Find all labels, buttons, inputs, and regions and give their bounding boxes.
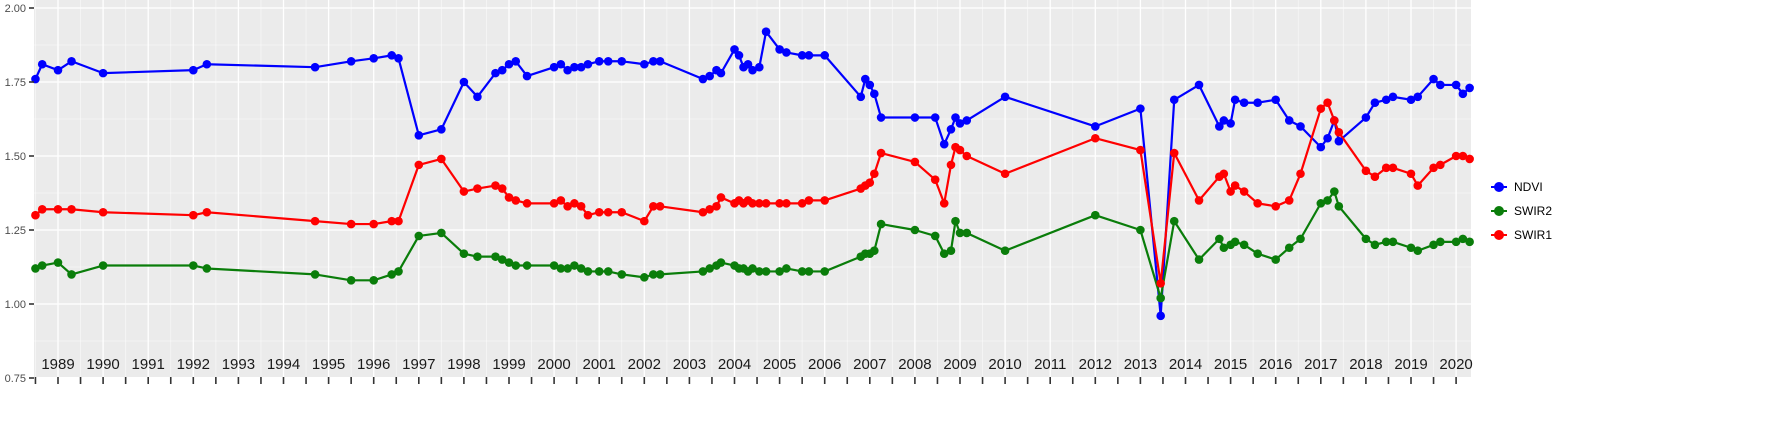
svg-text:1995: 1995 bbox=[312, 356, 345, 373]
svg-text:2010: 2010 bbox=[988, 356, 1021, 373]
svg-text:2005: 2005 bbox=[763, 356, 796, 373]
svg-text:1991: 1991 bbox=[132, 356, 165, 373]
svg-text:2014: 2014 bbox=[1169, 356, 1202, 373]
svg-text:2007: 2007 bbox=[853, 356, 886, 373]
svg-text:2.00: 2.00 bbox=[5, 3, 26, 15]
svg-text:1994: 1994 bbox=[267, 356, 300, 373]
svg-text:2017: 2017 bbox=[1304, 356, 1337, 373]
legend: NDVI SWIR2 SWIR1 bbox=[1490, 178, 1552, 244]
svg-text:1993: 1993 bbox=[222, 356, 255, 373]
legend-ndvi-point-icon bbox=[1491, 182, 1507, 192]
legend-label-ndvi: NDVI bbox=[1514, 180, 1543, 194]
svg-text:0.75: 0.75 bbox=[5, 373, 26, 385]
svg-text:1999: 1999 bbox=[492, 356, 525, 373]
svg-text:2019: 2019 bbox=[1394, 356, 1427, 373]
legend-label-swir1: SWIR1 bbox=[1514, 228, 1553, 242]
svg-text:2009: 2009 bbox=[943, 356, 976, 373]
svg-text:1989: 1989 bbox=[41, 356, 74, 373]
svg-text:1996: 1996 bbox=[357, 356, 390, 373]
svg-text:1.00: 1.00 bbox=[5, 299, 26, 311]
svg-text:2011: 2011 bbox=[1034, 356, 1066, 373]
legend-item-swir1[interactable]: SWIR1 bbox=[1490, 226, 1552, 244]
svg-text:2020: 2020 bbox=[1439, 356, 1472, 373]
svg-text:2013: 2013 bbox=[1124, 356, 1157, 373]
svg-text:2018: 2018 bbox=[1349, 356, 1382, 373]
svg-text:2002: 2002 bbox=[628, 356, 661, 373]
svg-text:1998: 1998 bbox=[447, 356, 480, 373]
legend-item-ndvi[interactable]: NDVI bbox=[1490, 178, 1552, 196]
svg-text:2008: 2008 bbox=[898, 356, 931, 373]
svg-text:2001: 2001 bbox=[583, 356, 616, 373]
legend-item-swir2[interactable]: SWIR2 bbox=[1490, 202, 1552, 220]
svg-text:1997: 1997 bbox=[402, 356, 435, 373]
svg-text:2006: 2006 bbox=[808, 356, 841, 373]
legend-label-swir2: SWIR2 bbox=[1514, 204, 1553, 218]
svg-text:1.50: 1.50 bbox=[5, 151, 26, 163]
svg-text:2004: 2004 bbox=[718, 356, 751, 373]
svg-text:2016: 2016 bbox=[1259, 356, 1292, 373]
svg-text:2012: 2012 bbox=[1079, 356, 1112, 373]
svg-text:2000: 2000 bbox=[537, 356, 570, 373]
svg-text:1.25: 1.25 bbox=[5, 225, 26, 237]
svg-text:1992: 1992 bbox=[177, 356, 210, 373]
svg-text:2003: 2003 bbox=[673, 356, 706, 373]
legend-swir2-point-icon bbox=[1491, 206, 1507, 216]
svg-text:1990: 1990 bbox=[86, 356, 119, 373]
svg-text:2015: 2015 bbox=[1214, 356, 1247, 373]
legend-swir1-point-icon bbox=[1491, 230, 1507, 240]
svg-text:1.75: 1.75 bbox=[5, 77, 26, 89]
